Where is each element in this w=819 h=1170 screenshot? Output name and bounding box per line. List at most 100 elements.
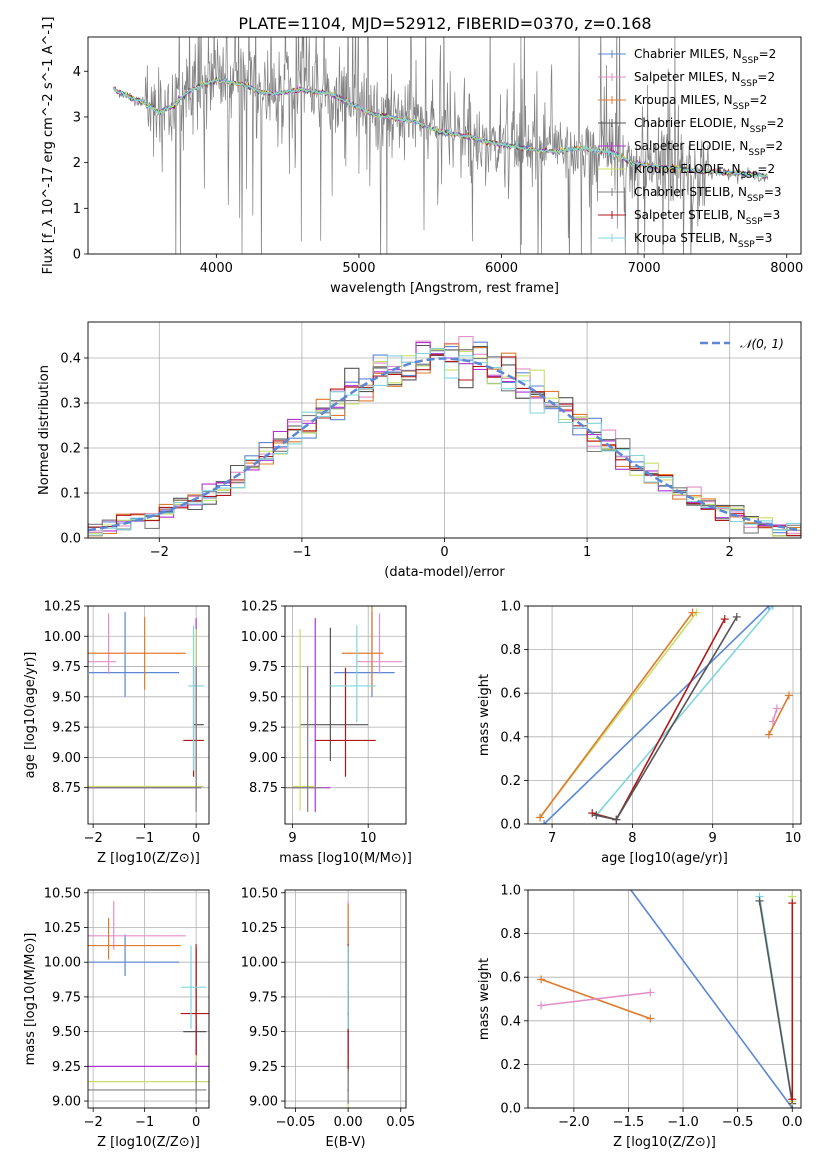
legend-normal-label: 𝒩(0, 1) [740, 337, 784, 351]
x-axis-label: (data-model)/error [384, 565, 505, 580]
y-tick-label: 9.25 [52, 1060, 81, 1075]
y-tick-label: 0.4 [60, 352, 81, 367]
x-tick-label: −1 [135, 831, 154, 846]
axes-age-mass: 9 10 8.75 9.00 9.25 9.50 9.75 10.00 10.25 mass [l… [241, 600, 412, 867]
axes-age-Z: −2 −1 0 8.75 9.00 9.25 9.50 9.75 10.00 10.25 Z [lo… [23, 600, 210, 866]
weight-age-line-6 [768, 695, 790, 735]
y-tick-label: 10.25 [44, 600, 81, 615]
legend-label: Kroupa MILES, NSSP=2 [634, 93, 767, 112]
y-tick-label: 9.50 [52, 1025, 81, 1040]
y-tick-label: 1.0 [500, 600, 521, 615]
y-tick-label: 9.00 [249, 751, 278, 766]
x-tick-label: 10 [785, 831, 802, 846]
x-tick-label: −1 [135, 1115, 154, 1130]
x-tick-label: 8000 [770, 261, 803, 276]
axes-frame [527, 889, 802, 1109]
axes-spectrum: 4000 5000 6000 7000 8000 0 1 2 3 4 wavelength [Ang… [41, 17, 803, 296]
legend-label: Salpeter MILES, NSSP=2 [634, 70, 775, 89]
axes-weight-Z: −2.0 −1.5 −1.0 −0.5 0.0 0.0 0.2 0.4 0.6 0.8 1.0 Z [… [477, 884, 803, 1151]
axes-frame [527, 605, 802, 825]
y-tick-label: 10.50 [44, 886, 81, 901]
legend-label: Chabrier MILES, NSSP=2 [634, 47, 776, 66]
y-tick-label: 10.25 [241, 600, 278, 615]
figure-title: PLATE=1104, MJD=52912, FIBERID=0370, z=0… [238, 14, 651, 33]
normal-curve [88, 357, 801, 532]
y-axis-label: mass weight [477, 674, 492, 756]
y-tick-label: 10.00 [44, 630, 81, 645]
weight-age-line-3 [595, 606, 774, 816]
y-tick-label: 9.25 [52, 721, 81, 736]
y-tick-label: 0.1 [60, 487, 81, 502]
axes-mass-Z: −2 −1 0 9.00 9.25 9.50 9.75 10.00 10.25 10.50 Z [l… [23, 886, 210, 1150]
x-tick-label: −2.0 [558, 1115, 590, 1130]
legend-label: Chabrier ELODIE, NSSP=2 [634, 116, 784, 135]
axes-frame [87, 889, 210, 1109]
axes-residuals: −2 −1 0 1 2 0.0 0.1 0.2 0.3 0.4 (data-model)/error… [37, 321, 802, 580]
y-tick-label: 2 [73, 156, 81, 171]
x-tick-label: −1.0 [667, 1115, 699, 1130]
y-tick-label: 9.50 [52, 690, 81, 705]
histogram-8 [88, 348, 801, 536]
legend-sub: SSP [742, 56, 759, 66]
x-tick-label: −0.5 [722, 1115, 754, 1130]
y-tick-label: 0.0 [500, 1102, 521, 1117]
x-tick-label: 9 [288, 831, 296, 846]
y-tick-label: 0.0 [60, 532, 81, 547]
x-tick-label: 6000 [485, 261, 518, 276]
x-axis-label: Z [log10(Z/Z⊙)] [97, 1135, 200, 1150]
weight-z-line-4 [758, 900, 794, 1104]
y-axis-label: Normed distribution [37, 365, 52, 495]
y-tick-label: 1 [73, 202, 81, 217]
y-axis-label: mass [log10(M/M⊙)] [23, 933, 38, 1066]
y-tick-label: 9.25 [249, 1060, 278, 1075]
legend-rest: =3 [755, 231, 773, 245]
legend-rest: =2 [759, 47, 777, 61]
legend-sub: SSP [741, 171, 758, 181]
x-tick-label: −2 [150, 545, 169, 560]
x-tick-label: 8 [628, 831, 636, 846]
x-tick-label: 9 [709, 831, 717, 846]
y-tick-label: 1.0 [500, 884, 521, 899]
y-tick-label: 9.75 [249, 660, 278, 675]
plot-area-mass-Z [88, 901, 209, 1104]
y-tick-label: 0.2 [500, 774, 521, 789]
x-tick-label: 10 [360, 831, 377, 846]
legend-sub: SSP [733, 102, 750, 112]
y-tick-label: 3 [73, 110, 81, 125]
axes-frame [87, 36, 802, 255]
weight-age-line-1 [539, 612, 694, 818]
x-tick-label: 7 [548, 831, 556, 846]
axes-frame [284, 889, 407, 1109]
weight-age-line-2 [543, 606, 770, 824]
y-tick-label: 9.75 [52, 990, 81, 1005]
plot-area-age-mass [285, 606, 403, 812]
axes-frame [284, 605, 407, 825]
x-axis-label: wavelength [Angstrom, rest frame] [330, 281, 559, 296]
y-tick-label: 9.00 [52, 751, 81, 766]
y-tick-label: 9.75 [249, 990, 278, 1005]
y-tick-label: 0.2 [500, 1058, 521, 1073]
y-tick-label: 0.2 [60, 442, 81, 457]
x-axis-label: E(B-V) [325, 1135, 365, 1150]
x-tick-label: 0 [192, 1115, 200, 1130]
x-axis-label: mass [log10(M/M⊙)] [279, 851, 412, 866]
y-tick-label: 10.25 [241, 921, 278, 936]
axes-weight-age: 7 8 9 10 0.0 0.2 0.4 0.6 0.8 1.0 age [log10(age/yr… [477, 600, 802, 866]
y-tick-label: 0.4 [500, 1014, 521, 1029]
y-tick-label: 0.3 [60, 397, 81, 412]
legend-rest: =2 [765, 139, 783, 153]
x-tick-label: 0.0 [782, 1115, 803, 1130]
x-axis-label: Z [log10(Z/Z⊙)] [613, 1135, 716, 1150]
y-axis-label: age [log10(age/yr)] [23, 652, 38, 779]
legend-rest: =2 [757, 70, 775, 84]
legend-label: Kroupa STELIB, NSSP=3 [634, 231, 772, 250]
y-tick-label: 10.00 [241, 956, 278, 971]
y-tick-label: 4 [73, 65, 81, 80]
x-tick-label: −0.05 [276, 1115, 316, 1130]
legend-sub: SSP [747, 194, 764, 204]
y-tick-label: 0.4 [500, 730, 521, 745]
y-axis-label: Flux [f_λ 10^-17 erg cm^-2 s^-1 A^-1] [41, 17, 56, 275]
x-tick-label: 0 [440, 545, 448, 560]
data-spectrum-line [113, 37, 769, 254]
legend-rest: =2 [766, 116, 784, 130]
